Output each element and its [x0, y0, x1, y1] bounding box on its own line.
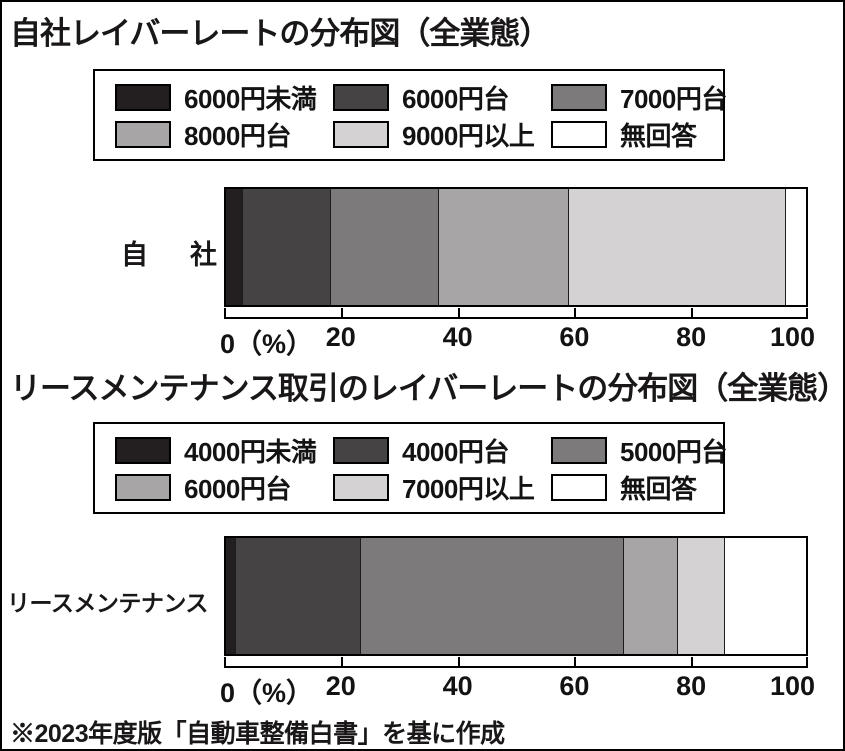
legend-swatch — [115, 474, 171, 501]
legend-swatch — [333, 437, 389, 464]
legend-swatch — [333, 84, 389, 111]
axis-tick-label: 20 — [325, 671, 356, 701]
bar-segment-2 — [241, 189, 330, 305]
axis-tick-label: 100 — [769, 671, 815, 701]
chart2-stacked-bar — [224, 536, 808, 656]
axis-tick-label: 0（%） — [220, 678, 314, 708]
legend-item: 7000円台 — [551, 79, 727, 116]
legend-item: 4000円未満 — [115, 432, 333, 469]
axis-tick-label: 0（%） — [220, 329, 314, 359]
legend-swatch — [551, 474, 607, 501]
legend-item: 9000円以上 — [333, 116, 551, 153]
legend-item: 5000円台 — [551, 432, 727, 469]
axis-tick-label: 80 — [676, 322, 707, 352]
legend-swatch — [333, 121, 389, 148]
legend-label: 4000円台 — [402, 437, 509, 467]
bar-segment-5 — [676, 538, 724, 654]
axis-tick — [806, 308, 808, 317]
legend-item: 6000円未満 — [115, 79, 333, 116]
legend-label: 5000円台 — [620, 437, 727, 467]
bar-segment-6 — [723, 538, 806, 654]
chart1-x-axis — [224, 307, 808, 319]
chart1-stacked-bar — [224, 187, 808, 307]
legend-swatch — [551, 84, 607, 111]
axis-tick — [691, 308, 694, 317]
chart1-legend-box: 6000円未満 6000円台 7000円台 8000円台 9000円以上 無回答 — [93, 69, 727, 161]
bar-segment-3 — [359, 538, 623, 654]
legend-label: 4000円未満 — [184, 437, 317, 467]
bar-segment-4 — [622, 538, 677, 654]
axis-tick — [457, 657, 460, 666]
category-char: 自 — [121, 240, 148, 270]
legend-item: 7000円以上 — [333, 469, 551, 506]
bar-segment-1 — [226, 189, 242, 305]
legend-swatch — [333, 474, 389, 501]
axis-tick-label: 60 — [559, 671, 590, 701]
chart2-title: リースメンテナンス取引のレイバーレートの分布図（全業態） — [10, 371, 845, 406]
legend-label: 8000円台 — [184, 121, 291, 151]
legend-swatch — [115, 84, 171, 111]
legend-item: 無回答 — [551, 469, 727, 506]
axis-tick — [340, 308, 343, 317]
axis-tick-label: 20 — [325, 322, 356, 352]
chart1-x-axis-labels: 0（%） 20 40 60 80 100 — [220, 322, 815, 359]
legend-item: 4000円台 — [333, 432, 551, 469]
legend-label: 6000円台 — [402, 84, 509, 114]
chart1-title: 自社レイバーレートの分布図（全業態） — [10, 16, 550, 51]
bar-segment-1 — [226, 538, 236, 654]
chart2-x-axis-labels: 0（%） 20 40 60 80 100 — [220, 671, 815, 708]
legend-label: 6000円未満 — [184, 84, 317, 114]
legend-item: 8000円台 — [115, 116, 333, 153]
source-note: ※2023年度版「自動車整備白書」を基に作成 — [10, 720, 505, 748]
legend-label: 無回答 — [620, 121, 697, 151]
axis-tick-label: 60 — [559, 322, 590, 352]
bar-segment-6 — [785, 189, 806, 305]
legend-label: 7000円以上 — [402, 474, 535, 504]
bar-segment-5 — [567, 189, 786, 305]
legend-label: 無回答 — [620, 474, 697, 504]
legend-item: 6000円台 — [115, 469, 333, 506]
legend-label: 6000円台 — [184, 474, 291, 504]
chart2-category-label: リースメンテナンス — [7, 590, 208, 616]
axis-tick — [224, 657, 226, 666]
legend-label: 7000円台 — [620, 84, 727, 114]
legend-item: 6000円台 — [333, 79, 551, 116]
axis-tick — [691, 657, 694, 666]
axis-tick — [574, 308, 577, 317]
legend-swatch — [115, 437, 171, 464]
legend-swatch — [115, 121, 171, 148]
axis-tick — [340, 657, 343, 666]
category-char: 社 — [190, 240, 217, 270]
axis-tick — [457, 308, 460, 317]
legend-swatch — [551, 121, 607, 148]
axis-tick — [806, 657, 808, 666]
axis-tick-label: 100 — [769, 322, 815, 352]
axis-tick-label: 80 — [676, 671, 707, 701]
legend-label: 9000円以上 — [402, 121, 535, 151]
chart1-category-label: 自 社 — [121, 233, 217, 272]
bar-segment-2 — [235, 538, 360, 654]
axis-tick — [224, 308, 226, 317]
chart2-legend-box: 4000円未満 4000円台 5000円台 6000円台 7000円以上 無回答 — [93, 422, 727, 514]
axis-tick-label: 40 — [442, 671, 473, 701]
axis-tick — [574, 657, 577, 666]
axis-tick-label: 40 — [442, 322, 473, 352]
bar-segment-4 — [438, 189, 568, 305]
bar-segment-3 — [329, 189, 439, 305]
legend-swatch — [551, 437, 607, 464]
legend-item: 無回答 — [551, 116, 727, 153]
chart2-x-axis — [224, 656, 808, 668]
